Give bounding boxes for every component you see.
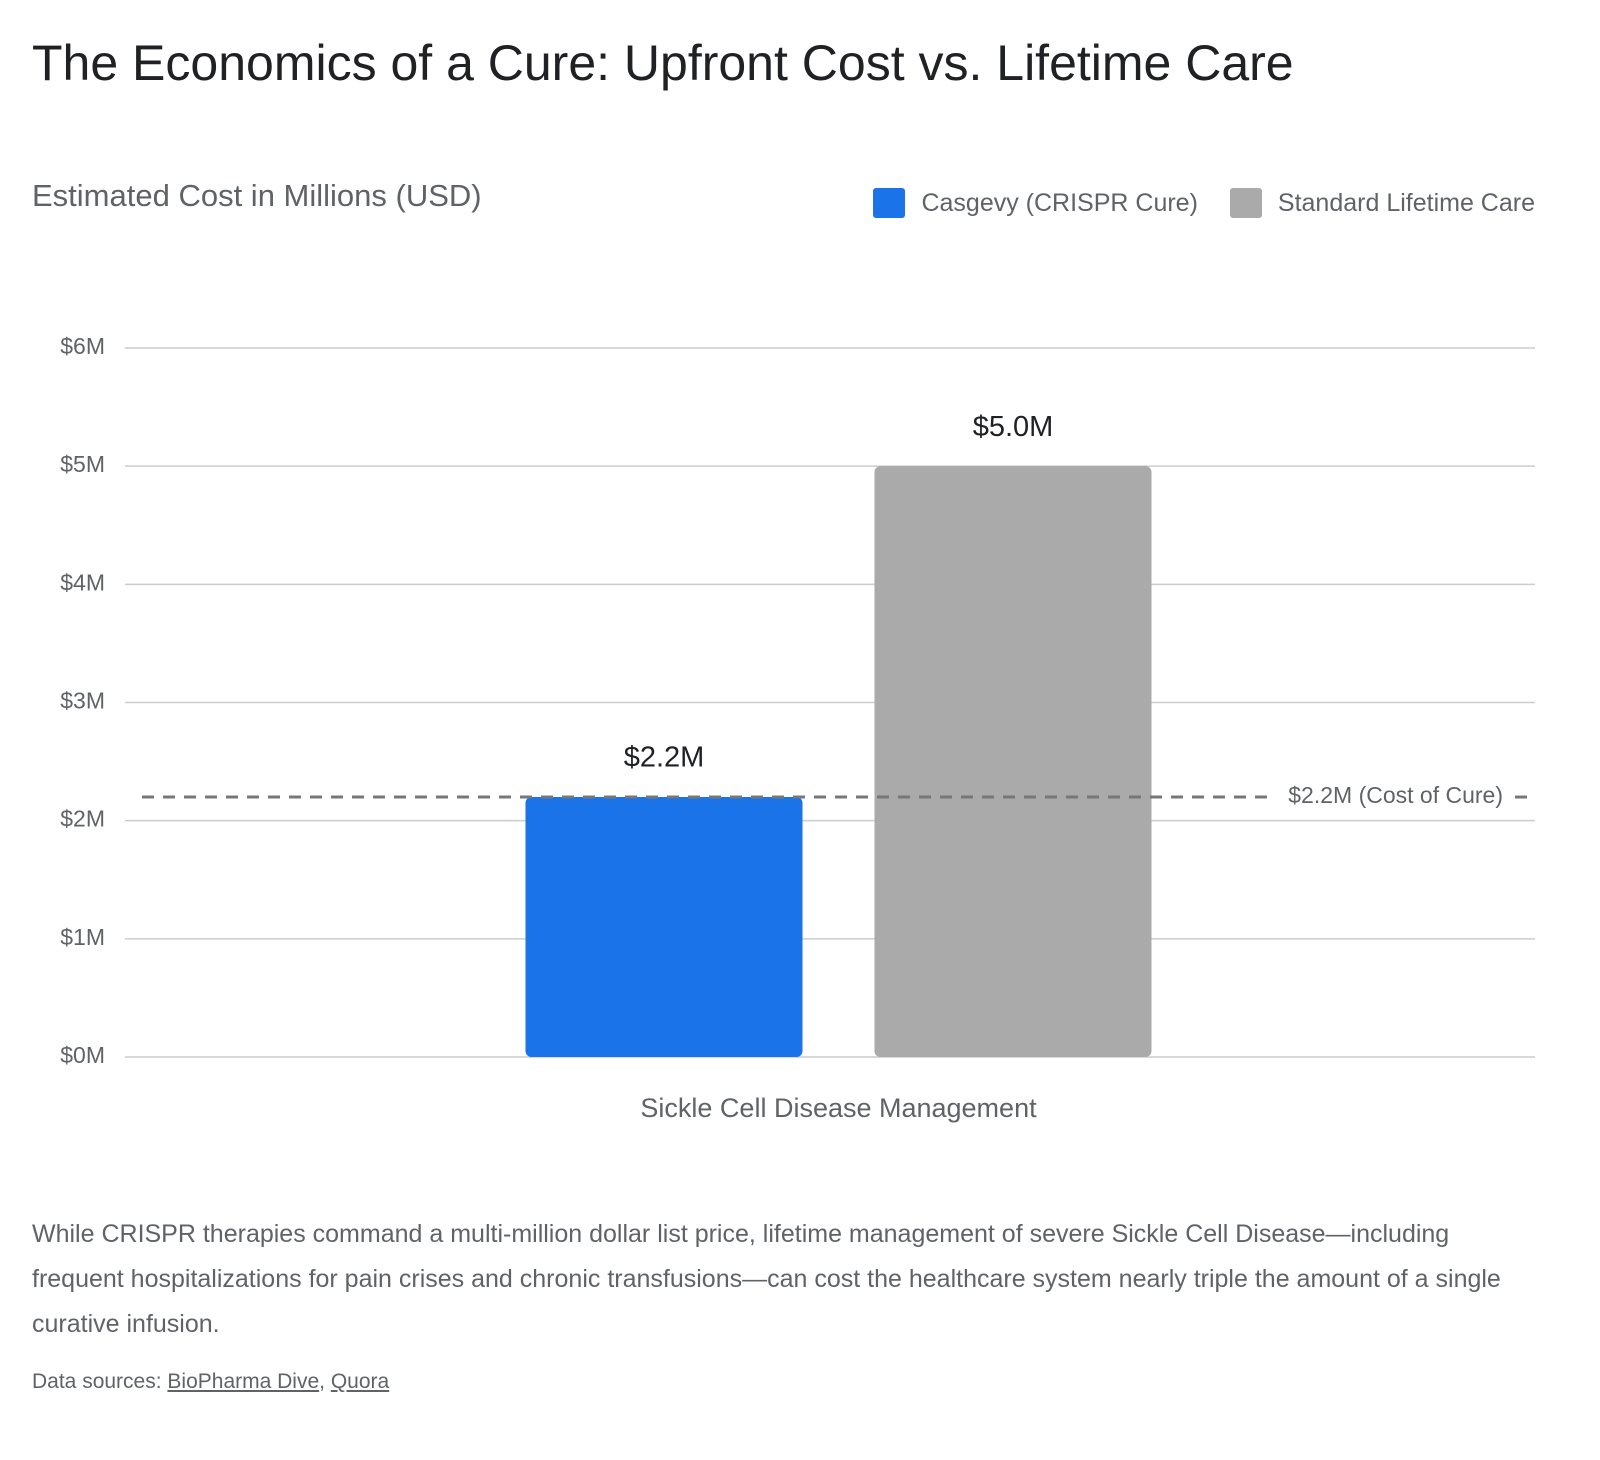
chart: $0M $1M $2M $3M $4M $5M $6M Sickle Cell Disease… bbox=[60, 333, 1535, 1123]
bar bbox=[874, 466, 1152, 1058]
y-tick-label: $0M bbox=[60, 1042, 105, 1068]
source-link[interactable]: Quora bbox=[330, 1370, 390, 1393]
legend-swatch bbox=[1229, 188, 1262, 218]
y-tick-label: $2M bbox=[60, 806, 105, 832]
description: While CRISPR therapies command a multi-m… bbox=[32, 1220, 1501, 1338]
source-link[interactable]: BioPharma Dive bbox=[167, 1370, 320, 1393]
y-tick-label: $3M bbox=[60, 688, 105, 714]
bar bbox=[525, 797, 803, 1057]
chart-title: The Economics of a Cure: Upfront Cost vs… bbox=[32, 35, 1294, 91]
legend-label: Standard Lifetime Care bbox=[1277, 188, 1535, 217]
legend-item: Standard Lifetime Care bbox=[1229, 188, 1535, 218]
sources-separator: , bbox=[319, 1370, 331, 1393]
legend-label: Casgevy (CRISPR Cure) bbox=[921, 188, 1198, 217]
sources: Data sources: BioPharma Dive, Quora bbox=[32, 1370, 389, 1394]
reference-line-label: $2.2M (Cost of Cure) bbox=[1288, 782, 1503, 808]
legend-swatch bbox=[873, 188, 906, 218]
sources-label: Data sources: bbox=[32, 1370, 162, 1393]
y-axis-label: Estimated Cost in Millions (USD) bbox=[32, 178, 482, 213]
y-tick-label: $6M bbox=[60, 333, 105, 359]
legend-item: Casgevy (CRISPR Cure) bbox=[873, 188, 1198, 218]
legend: Casgevy (CRISPR Cure) Standard Lifetime C… bbox=[873, 188, 1535, 218]
data-label: $5.0M bbox=[973, 411, 1054, 443]
y-tick-label: $1M bbox=[60, 924, 105, 950]
x-tick-label: Sickle Cell Disease Management bbox=[640, 1093, 1037, 1123]
data-label: $2.2M bbox=[624, 742, 705, 774]
y-tick-label: $5M bbox=[60, 451, 105, 477]
y-tick-label: $4M bbox=[60, 569, 105, 595]
